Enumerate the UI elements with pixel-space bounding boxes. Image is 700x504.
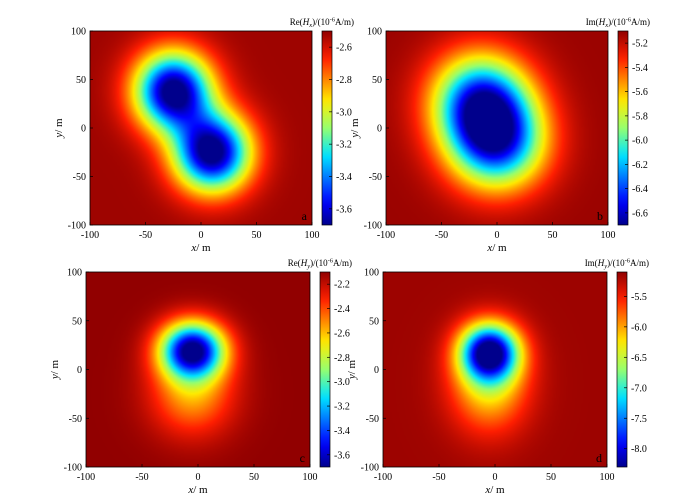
y-tick-label: 100 [367,27,382,38]
colorbar-tick-label: -6.5 [631,353,647,364]
x-tick-label: 100 [303,472,318,483]
colorbar-tick-label: -5.8 [632,111,648,122]
y-tick-label: -100 [68,221,86,232]
colorbar [319,271,331,468]
panel-c: -100 -50 0 50 100 100 50 0 -50 -100 x/ m y/ m c -2.2 -… [49,258,352,497]
y-tick-label: -50 [366,414,379,425]
y-tick-label: 50 [372,75,382,86]
heatmap-image [86,272,310,467]
x-axis-label: x/ m [486,242,507,254]
y-tick-label: 0 [374,365,379,376]
colorbar-tick-label: -7.0 [631,383,647,394]
y-tick-label: 0 [77,365,82,376]
colorbar-title: Im(Hy)/(10-6A/m) [585,258,649,271]
colorbar-tick-label: -5.6 [632,87,648,98]
panel-label: a [302,209,308,223]
panel-a: -100 -50 0 50 100 100 50 0 -50 -100 x/ m y/ m a -2.6 -… [53,17,354,255]
colorbar-tick-label: -3.2 [336,140,352,151]
x-tick-label: 0 [495,230,500,241]
colorbar-tick-label: -6.2 [632,160,648,171]
colorbar-tick-label: -3.0 [334,377,350,388]
colorbar-tick-label: -3.4 [334,426,350,437]
colorbar [617,30,629,226]
x-tick-label: -50 [139,230,152,241]
colorbar-tick-label: -6.6 [632,208,648,219]
colorbar-tick-label: -5.2 [632,39,648,50]
y-axis-label: y/ m [53,118,65,139]
panel-label: c [300,451,305,465]
x-tick-label: -50 [435,230,448,241]
y-tick-label: -50 [69,414,82,425]
colorbar [321,30,333,226]
colorbar-tick-label: -7.5 [631,414,647,425]
x-tick-label: 50 [548,230,558,241]
colorbar-tick-label: -2.6 [336,43,352,54]
colorbar [616,271,628,468]
x-tick-label: 50 [249,472,259,483]
y-tick-label: -100 [64,463,82,474]
y-tick-label: 100 [71,27,86,38]
x-tick-label: 50 [252,230,262,241]
colorbar-title: Im(Hx)/(10-6A/m) [586,17,650,30]
x-tick-label: -50 [432,472,445,483]
x-tick-label: -100 [81,230,99,241]
x-tick-label: 0 [493,472,498,483]
y-tick-label: 50 [369,316,379,327]
heatmap-image [90,31,312,225]
colorbar-tick-label: -3.6 [336,204,352,215]
colorbar-title: Re(Hx)/(10-6A/m) [290,17,354,30]
colorbar-tick-label: -3.0 [336,107,352,118]
y-tick-label: 100 [364,268,379,279]
colorbar-tick-label: -2.8 [336,75,352,86]
colorbar-tick-label: -6.0 [632,136,648,147]
heatmap-image [383,272,607,467]
y-tick-label: -100 [361,463,379,474]
x-tick-label: 100 [600,472,615,483]
x-axis-label: x/ m [187,484,208,496]
x-tick-label: -100 [374,472,392,483]
y-tick-label: -50 [73,172,86,183]
y-tick-label: 50 [76,75,86,86]
x-tick-label: 0 [196,472,201,483]
y-tick-label: -100 [364,221,382,232]
y-tick-label: 100 [67,268,82,279]
colorbar-tick-label: -3.2 [334,402,350,413]
y-tick-label: -50 [369,172,382,183]
x-tick-label: -100 [77,472,95,483]
x-tick-label: 0 [199,230,204,241]
heatmap-image [386,31,608,225]
y-tick-label: 50 [72,316,82,327]
colorbar-tick-label: -6.0 [631,322,647,333]
colorbar-tick-label: -3.6 [334,450,350,461]
colorbar-tick-label: -6.4 [632,184,648,195]
panel-b: -100 -50 0 50 100 100 50 0 -50 -100 x/ m y/ m b -5.2 -… [349,17,650,255]
colorbar-tick-label: -8.0 [631,444,647,455]
colorbar-tick-label: -2.8 [334,353,350,364]
y-tick-label: 0 [377,124,382,135]
colorbar-tick-label: -5.4 [632,63,648,74]
y-axis-label: y/ m [349,118,361,139]
colorbar-tick-label: -2.4 [334,304,350,315]
x-tick-label: -100 [377,230,395,241]
x-tick-label: 100 [305,230,320,241]
x-tick-label: -50 [135,472,148,483]
x-tick-label: 100 [601,230,616,241]
panel-d: -100 -50 0 50 100 100 50 0 -50 -100 x/ m y/ m d -5.5 -… [346,258,649,497]
y-axis-label: y/ m [346,359,358,380]
colorbar-title: Re(Hy)/(10-6A/m) [288,258,352,271]
panel-label: b [597,209,603,223]
colorbar-tick-label: -5.5 [631,292,647,303]
x-axis-label: x/ m [484,484,505,496]
y-tick-label: 0 [81,124,86,135]
colorbar-tick-label: -2.6 [334,328,350,339]
panel-label: d [596,451,602,465]
y-axis-label: y/ m [49,359,61,380]
colorbar-tick-label: -3.4 [336,172,352,183]
x-axis-label: x/ m [190,242,211,254]
colorbar-tick-label: -2.2 [334,280,350,291]
x-tick-label: 50 [546,472,556,483]
